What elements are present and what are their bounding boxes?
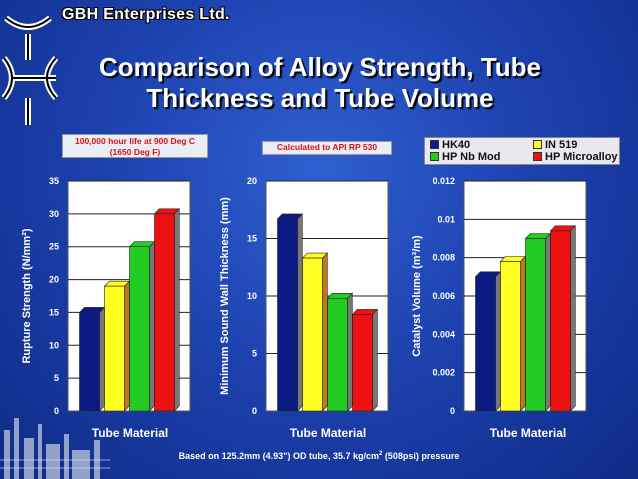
title-line-2: Thickness and Tube Volume <box>146 83 494 113</box>
y-axis-label: Catalyst Volume (m³/m) <box>411 235 423 357</box>
calc-note: Calculated to API RP 530 <box>262 141 392 155</box>
bar-side-hp-nb-mod <box>149 240 155 412</box>
bar-top-hp-microalloy <box>549 225 577 232</box>
legend-label: HP Microalloy <box>545 151 618 163</box>
legend-swatch <box>533 140 542 149</box>
y-tick-label: 0 <box>450 406 455 416</box>
company-name: GBH Enterprises Ltd. <box>62 6 230 23</box>
y-tick-label: 15 <box>49 307 59 317</box>
bar-in-519 <box>104 285 125 412</box>
life-note: 100,000 hour life at 900 Deg C (1650 Deg… <box>62 134 208 158</box>
y-tick-label: 0.002 <box>432 368 455 378</box>
bar-side-in-519 <box>124 280 130 412</box>
y-tick-label: 0.012 <box>432 176 455 186</box>
bar-side-in-519 <box>520 255 526 412</box>
y-tick-label: 0.008 <box>432 253 455 263</box>
legend-swatch <box>430 140 439 149</box>
bar-hp-microalloy <box>154 213 175 412</box>
bar-top-hk40 <box>78 307 106 313</box>
bar-hp-nb-mod <box>129 246 150 412</box>
y-tick-label: 35 <box>49 176 59 186</box>
bar-hp-nb-mod <box>327 297 348 412</box>
bar-hp-microalloy <box>550 230 571 412</box>
bar-hp-microalloy <box>352 314 373 412</box>
bar-hk40 <box>79 312 100 412</box>
legend-swatch <box>533 152 542 161</box>
y-tick-label: 0.01 <box>437 214 455 224</box>
bar-in-519 <box>500 261 521 412</box>
y-tick-label: 20 <box>49 275 59 285</box>
x-axis-label: Tube Material <box>490 426 566 440</box>
bar-in-519 <box>302 257 323 412</box>
footnote-text-main: Based on 125.2mm (4.93") OD tube, 35.7 k… <box>178 451 379 461</box>
y-tick-label: 10 <box>247 291 257 301</box>
bar-top-in-519 <box>499 256 527 262</box>
y-tick-label: 5 <box>54 373 59 383</box>
legend-item-1: IN 519 <box>533 139 577 151</box>
legend-item-3: HP Microalloy <box>533 151 618 163</box>
y-axis-label: Rupture Strength (N/mm²) <box>21 228 33 363</box>
x-axis-label: Tube Material <box>92 426 168 440</box>
footnote-text-end: (508psi) pressure <box>382 451 460 461</box>
bar-side-hp-nb-mod <box>545 232 551 412</box>
bar-top-in-519 <box>103 280 131 287</box>
bar-hk40 <box>277 218 298 412</box>
legend-swatch <box>430 152 439 161</box>
y-tick-label: 0 <box>252 406 257 416</box>
bar-side-hk40 <box>99 306 105 412</box>
bar-side-hp-microalloy <box>570 225 576 412</box>
bar-side-hp-microalloy <box>174 208 180 412</box>
legend-label: HP Nb Mod <box>442 151 501 163</box>
refinery-illustration-icon <box>0 418 110 479</box>
y-tick-label: 0 <box>54 406 59 416</box>
legend-item-0: HK40 <box>430 139 470 151</box>
legend-label: IN 519 <box>545 139 578 151</box>
slide-title: Comparison of Alloy Strength, Tube Thick… <box>40 52 600 114</box>
bar-top-hk40 <box>276 213 304 220</box>
bar-side-hk40 <box>495 271 501 412</box>
y-tick-label: 5 <box>252 349 257 359</box>
bar-top-hp-microalloy <box>153 208 181 215</box>
y-tick-label: 0.006 <box>432 291 455 301</box>
bar-side-hk40 <box>297 213 303 412</box>
legend: HK40 IN 519 HP Nb Mod HP Microalloy <box>424 137 620 165</box>
y-tick-label: 25 <box>49 242 59 252</box>
x-axis-label: Tube Material <box>290 426 366 440</box>
bar-top-in-519 <box>301 252 329 259</box>
bar-hk40 <box>475 276 496 412</box>
footnote: Based on 125.2mm (4.93") OD tube, 35.7 k… <box>0 451 638 461</box>
legend-label: HK40 <box>442 139 471 151</box>
bar-top-hp-nb-mod <box>326 292 354 299</box>
bar-top-hp-microalloy <box>351 309 379 315</box>
bar-side-hp-microalloy <box>372 308 378 412</box>
bar-side-in-519 <box>322 252 328 412</box>
y-tick-label: 15 <box>247 234 257 244</box>
y-tick-label: 10 <box>49 340 59 350</box>
bar-hp-nb-mod <box>525 238 546 412</box>
y-tick-label: 20 <box>247 176 257 186</box>
bar-top-hk40 <box>474 271 502 278</box>
title-line-1: Comparison of Alloy Strength, Tube <box>99 52 541 82</box>
legend-item-2: HP Nb Mod <box>430 151 500 163</box>
bar-side-hp-nb-mod <box>347 292 353 412</box>
y-axis-label: Minimum Sound Wall Thickness (mm) <box>219 197 231 395</box>
bar-top-hp-nb-mod <box>128 241 156 248</box>
company-logo-icon <box>1 15 59 125</box>
y-tick-label: 0.004 <box>432 329 455 339</box>
bar-top-hp-nb-mod <box>524 233 552 239</box>
footnote-superscript: 2 <box>378 451 383 457</box>
y-tick-label: 30 <box>49 209 59 219</box>
